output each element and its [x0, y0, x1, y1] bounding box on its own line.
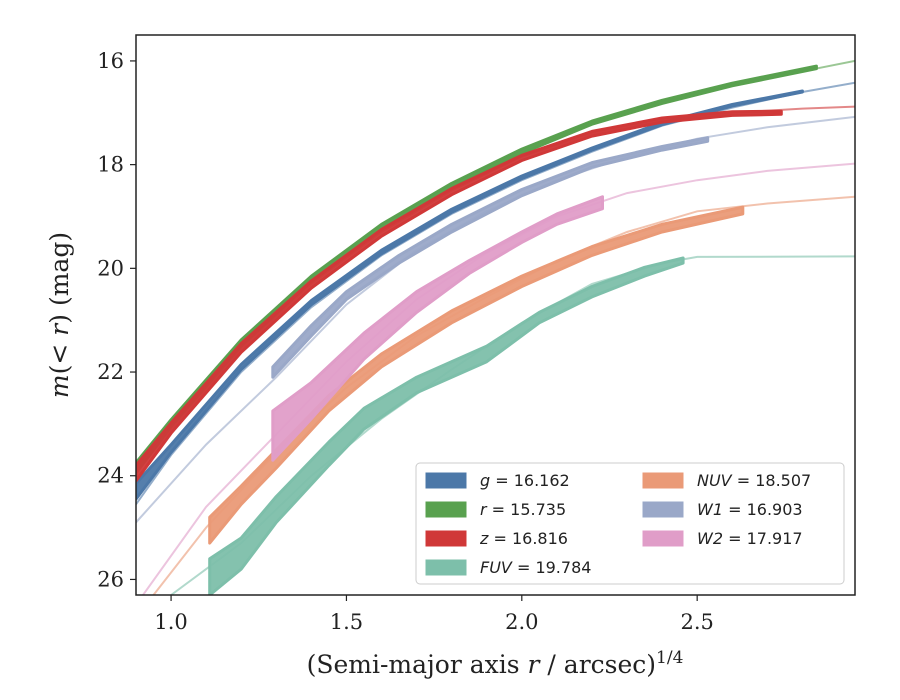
legend: g = 16.162 r = 15.735 z = 16.816 FUV = 19.7…	[415, 462, 845, 585]
y-tick-label: 20	[97, 256, 124, 280]
model-curve-w1	[136, 115, 855, 524]
legend-box	[415, 462, 845, 585]
profile-band-z	[136, 109, 783, 483]
x-tick-label: 2.0	[505, 610, 538, 634]
y-tick-label: 26	[97, 567, 124, 591]
legend-swatch-w2	[642, 530, 684, 547]
tick-layer: 1.0 1.5 2.0 2.5 16 18 20 22 24 26	[97, 49, 714, 634]
legend-swatch-r	[425, 501, 467, 518]
legend-swatch-fuv	[425, 559, 467, 576]
legend-swatch-w1	[642, 501, 684, 518]
legend-label-w2: W2 = 17.917	[697, 529, 803, 548]
x-tick-label: 1.0	[154, 610, 187, 634]
legend-label-g: g = 16.162	[480, 471, 570, 490]
legend-swatch-g	[425, 472, 467, 489]
y-axis-title: m(< r) (mag)	[45, 232, 74, 398]
plot-frame	[135, 34, 856, 596]
legend-swatch-nuv	[642, 472, 684, 489]
legend-swatch-z	[425, 530, 467, 547]
plot-data-layer	[136, 59, 855, 595]
profile-band-g	[136, 89, 804, 501]
y-tick-label: 16	[97, 49, 124, 73]
legend-label-w1: W1 = 16.903	[697, 500, 803, 519]
x-tick-label: 2.5	[680, 610, 713, 634]
y-axis-label: m(< r) (mag)	[45, 232, 74, 398]
y-tick-label: 18	[97, 153, 124, 177]
x-tick-label: 1.5	[330, 610, 363, 634]
x-axis-title: (Semi-major axis r / arcsec)1/4	[307, 648, 684, 679]
legend-label-r: r = 15.735	[480, 500, 566, 519]
profile-band-w2	[271, 195, 604, 462]
legend-label-fuv: FUV = 19.784	[480, 558, 591, 577]
y-tick-label: 24	[97, 464, 124, 488]
y-tick-label: 22	[97, 360, 124, 384]
x-axis-label: (Semi-major axis r / arcsec)1/4	[307, 648, 684, 679]
profile-band-w1	[271, 136, 710, 379]
legend-label-z: z = 16.816	[479, 529, 568, 548]
profile-band-fuv	[208, 256, 685, 595]
legend-label-nuv: NUV = 18.507	[697, 471, 811, 490]
